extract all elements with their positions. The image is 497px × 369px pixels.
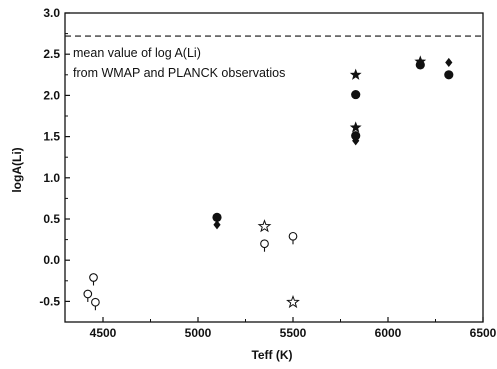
open-star-point: [286, 294, 300, 309]
open-circle-point: [260, 239, 269, 249]
x-tick-label: 4500: [90, 326, 117, 340]
y-axis-title: logA(Li): [10, 147, 24, 192]
y-tick-label: 0.0: [43, 253, 60, 267]
filled-star-point: [414, 55, 427, 67]
x-tick-label: 5000: [185, 326, 212, 340]
filled-circle-point: [351, 89, 361, 100]
filled-diamond-point: [213, 220, 221, 230]
tick-marks: [65, 12, 484, 323]
y-tick-label: 1.0: [43, 171, 60, 185]
filled-diamond-point: [352, 136, 360, 146]
open-star-point: [257, 219, 272, 233]
y-tick-label: 2.5: [43, 47, 60, 61]
y-tick-label: 1.5: [43, 130, 60, 144]
y-tick-label: -0.5: [39, 294, 60, 308]
open-circle-point: [288, 231, 298, 241]
open-circle-point: [89, 273, 98, 282]
plot-border: [64, 12, 484, 323]
filled-diamond-point: [445, 57, 453, 68]
filled-circle-point: [212, 212, 222, 222]
x-tick-label: 6000: [375, 326, 402, 340]
y-tick-label: 2.0: [43, 88, 60, 102]
data-points: [83, 55, 454, 311]
filled-star-point: [349, 68, 362, 80]
y-tick-label: 3.0: [43, 6, 60, 20]
filled-circle-point: [444, 70, 454, 80]
x-tick-label: 5500: [280, 326, 307, 340]
plot-frame: [64, 12, 484, 323]
filled-star-point: [349, 121, 362, 133]
tick-labels: 4500 5000 5500 6000 6500 -0.5 0.0 0.5 1.0 1.5 2.0 2…: [39, 6, 496, 340]
annotation-line-2: from WMAP and PLANCK observatios: [73, 66, 285, 80]
y-tick-label: 0.5: [43, 212, 60, 226]
open-circle-point: [91, 297, 100, 307]
x-axis-title: Teff (K): [251, 348, 292, 362]
open-circle-point: [83, 289, 93, 299]
filled-circle-point: [351, 131, 361, 141]
x-tick-label: 6500: [470, 326, 497, 340]
annotation-line-1: mean value of log A(Li): [73, 46, 201, 60]
